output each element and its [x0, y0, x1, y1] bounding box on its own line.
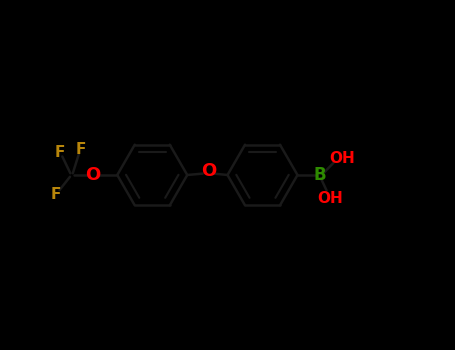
Text: F: F: [76, 142, 86, 157]
Text: B: B: [314, 166, 327, 184]
Text: OH: OH: [329, 151, 355, 166]
Text: F: F: [51, 187, 61, 202]
Text: O: O: [201, 162, 216, 180]
Text: F: F: [54, 145, 65, 160]
Text: O: O: [85, 166, 101, 184]
Text: OH: OH: [317, 191, 343, 206]
